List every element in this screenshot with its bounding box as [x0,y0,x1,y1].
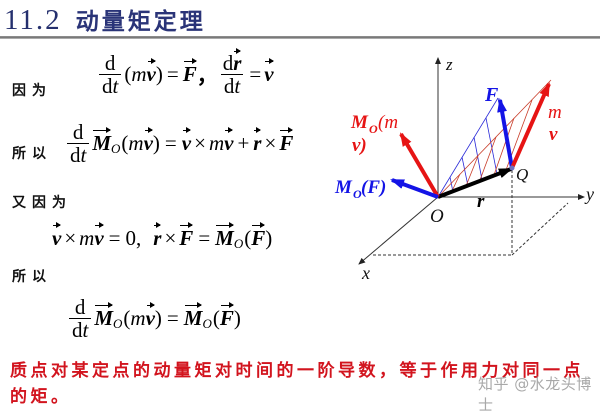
vector-r [437,167,513,199]
point-Q [509,165,515,171]
label-also-because: 又因为 [12,195,72,211]
F-label: F [484,84,499,106]
z-label: z [445,55,453,74]
vector-MO-mv [399,132,440,199]
vector-F [497,98,514,169]
title-divider [0,36,600,39]
formula-1: d dt (m v) = F ， dr dt = v [96,48,274,98]
label-therefore-1: 所以 [12,146,52,162]
derivative-d-dt: d dt [69,296,92,341]
origin-label: O [430,206,444,227]
mv-label-v: v [549,124,558,145]
svg-text:(m: (m [378,112,398,133]
derivative-d-dt: d dt [99,52,122,97]
MO-F-label: M O (F) [334,177,386,201]
r-label: r [477,191,485,212]
vector-mv [510,82,551,169]
svg-text:v): v) [352,135,367,156]
section-number: 11.2 [4,4,62,36]
vector-MO-F [390,178,439,199]
label-therefore-2: 所以 [12,269,52,285]
slide-title: 11.2 动量矩定理 [4,2,206,36]
axes [358,57,585,265]
y-label: y [584,184,594,204]
svg-text:O: O [353,187,362,201]
svg-text:(F): (F) [361,177,386,198]
derivative-dr-dt: dr dt [220,48,244,98]
triangle-r-mv [437,79,552,198]
x-label: x [361,263,370,283]
label-because: 因为 [12,83,52,99]
MO-mv-label: M O (m v) [350,112,398,156]
svg-text:M: M [350,112,369,133]
projection-dashes [373,170,569,256]
theorem-statement: 质点对某定点的动量矩对时间的一阶导数，等于作用力对同一点的矩。 [10,361,584,407]
Q-label: Q [516,165,528,184]
mv-label-m: m [548,102,562,123]
watermark: 知乎 @水龙头博士 [478,375,592,414]
svg-text:M: M [334,177,353,198]
x-axis [358,196,439,265]
svg-text:O: O [369,122,378,136]
derivative-d-dt: d dt [67,121,90,166]
section-title: 动量矩定理 [75,9,206,35]
